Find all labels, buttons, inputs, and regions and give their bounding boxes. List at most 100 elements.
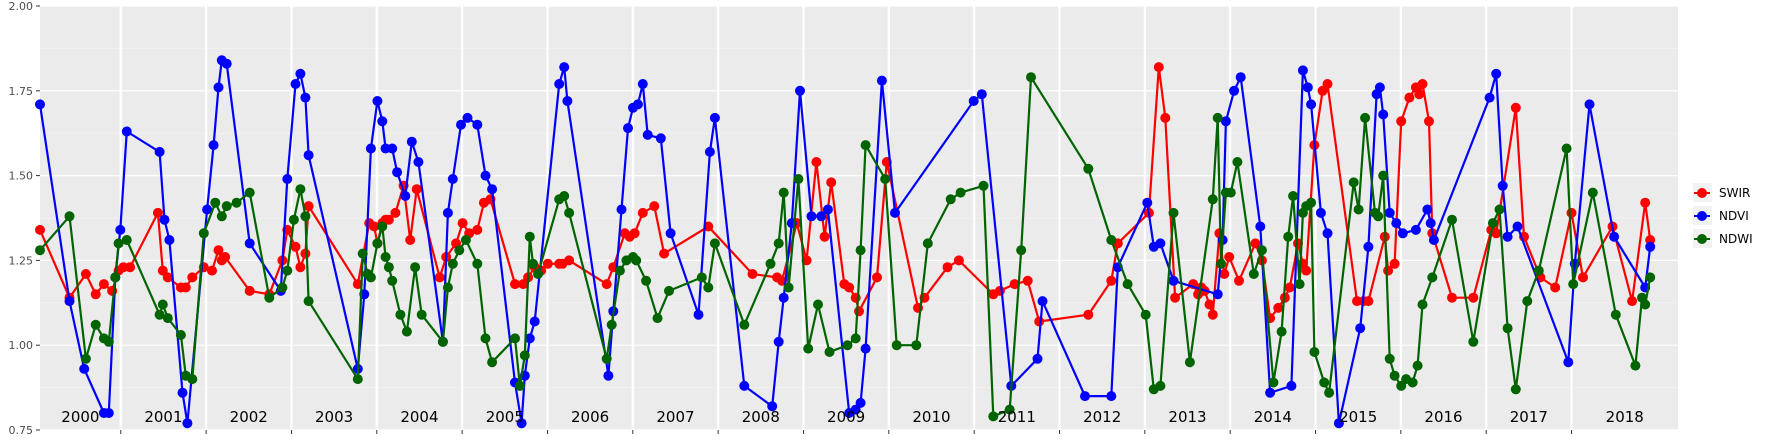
year-label: 2003 xyxy=(315,408,353,426)
ndvi-point xyxy=(406,136,417,147)
ndvi-point xyxy=(1512,221,1523,232)
swir-point xyxy=(457,218,468,229)
ndvi-point xyxy=(115,224,126,235)
ndwi-point xyxy=(1122,279,1133,290)
ndwi-point xyxy=(1373,211,1384,222)
ndvi-point xyxy=(1384,207,1395,218)
legend-ndwi-label: NDWI xyxy=(1719,232,1753,246)
ndwi-point xyxy=(1256,245,1267,256)
ndvi-point xyxy=(1333,418,1344,429)
swir-point xyxy=(1404,92,1415,103)
ndwi-point xyxy=(395,309,406,320)
ndwi-point xyxy=(850,333,861,344)
ndwi-point xyxy=(528,258,538,269)
swir-point xyxy=(1510,102,1521,113)
ndwi-point xyxy=(955,187,966,198)
swir-point xyxy=(1627,296,1638,307)
ndvi-point xyxy=(562,96,573,106)
ndvi-point xyxy=(1229,85,1240,96)
ndwi-point xyxy=(410,262,421,273)
ndwi-point xyxy=(1533,265,1544,276)
ndvi-point xyxy=(1374,82,1385,93)
ndwi-point xyxy=(510,333,520,344)
year-label: 2007 xyxy=(656,408,694,426)
ndvi-point xyxy=(462,112,473,123)
ndwi-point xyxy=(891,340,902,351)
ndwi-point xyxy=(1155,380,1166,391)
ndvi-point xyxy=(876,75,887,86)
ndvi-point xyxy=(655,133,666,144)
ndvi-point xyxy=(1422,204,1433,215)
swir-point xyxy=(1273,302,1284,313)
ndvi-point xyxy=(64,296,75,307)
ndwi-point xyxy=(1502,323,1513,334)
ndwi-point xyxy=(154,309,165,320)
ndwi-point xyxy=(277,282,288,293)
ndwi-point xyxy=(519,350,530,361)
swir-point xyxy=(1491,228,1502,239)
swir-point xyxy=(383,214,394,225)
ndwi-point xyxy=(303,296,314,307)
ndwi-point xyxy=(1283,231,1294,242)
ndwi-point xyxy=(559,191,570,201)
swir-point xyxy=(1219,269,1230,279)
ndwi-point xyxy=(1225,187,1236,198)
ndwi-point xyxy=(472,258,483,269)
ndwi-point xyxy=(1207,194,1218,205)
year-label: 2016 xyxy=(1424,408,1462,426)
ndwi-point xyxy=(803,343,814,354)
ndwi-point xyxy=(1378,170,1389,181)
ndvi-point xyxy=(1255,221,1266,232)
swir-point xyxy=(1106,275,1117,286)
ndvi-point xyxy=(554,79,565,89)
ndwi-point xyxy=(855,245,866,256)
swir-point xyxy=(872,272,882,283)
ndvi-point xyxy=(413,157,424,167)
ndvi-point xyxy=(860,343,871,354)
swir-point xyxy=(564,255,575,266)
ndvi-point xyxy=(1563,357,1574,368)
ndvi-point xyxy=(1286,380,1297,391)
ndwi-point xyxy=(614,265,625,276)
ndvi-point xyxy=(1155,238,1166,249)
ndvi-point xyxy=(164,235,175,245)
swir-point xyxy=(629,228,640,239)
ndwi-point xyxy=(377,221,388,232)
legend-ndvi-label: NDVI xyxy=(1719,209,1749,223)
swir-point xyxy=(180,282,191,293)
swir-point xyxy=(290,241,301,252)
ndvi-point xyxy=(665,228,676,239)
ndvi-point xyxy=(1302,82,1313,93)
ndwi-point xyxy=(1407,377,1418,388)
ndwi-point xyxy=(295,184,306,195)
ndwi-point xyxy=(1640,299,1651,310)
ndwi-point xyxy=(824,347,835,357)
year-label: 2004 xyxy=(400,408,438,426)
ndvi-point xyxy=(213,82,224,93)
swir-point xyxy=(1284,282,1295,293)
swir-point xyxy=(35,224,45,235)
swir-point xyxy=(1234,275,1244,286)
ndwi-point xyxy=(1384,353,1395,364)
swir-point xyxy=(1009,279,1020,290)
ndvi-point xyxy=(778,292,789,303)
ndwi-point xyxy=(1106,235,1117,245)
ndwi-point xyxy=(1168,207,1179,218)
ndvi-point xyxy=(1425,218,1436,229)
ndwi-point xyxy=(1140,309,1151,320)
year-label: 2018 xyxy=(1606,408,1644,426)
ndwi-point xyxy=(773,238,784,249)
ndvi-point xyxy=(822,204,833,215)
ndvi-point xyxy=(159,214,170,225)
ndwi-point xyxy=(365,272,376,283)
ndwi-point xyxy=(1610,309,1621,320)
ndwi-point xyxy=(401,326,412,337)
swir-point xyxy=(295,262,306,273)
ndvi-point xyxy=(642,129,653,140)
ndvi-point xyxy=(182,418,193,429)
ndwi-point xyxy=(383,262,394,273)
ndwi-point xyxy=(480,333,491,344)
ndvi-point xyxy=(816,211,827,222)
ndwi-point xyxy=(1294,279,1305,290)
